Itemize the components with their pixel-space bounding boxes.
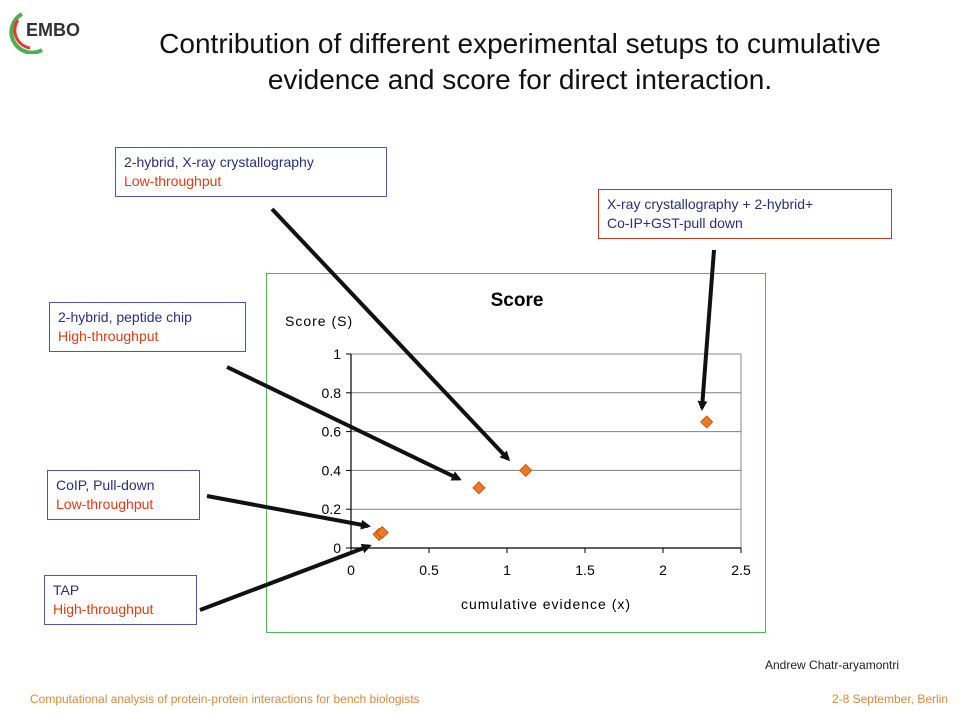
slide-title: Contribution of different experimental s…	[100, 26, 940, 98]
logo-arc-red	[13, 19, 31, 50]
callout-method: X-ray crystallography + 2-hybrid+	[607, 196, 814, 212]
x-tick-label: 2.5	[731, 562, 751, 578]
callout-method: TAP	[53, 582, 80, 598]
arrow-tap	[199, 543, 372, 612]
x-tick-label: 2	[659, 562, 667, 578]
chart-frame: 0 0.2 0.4 0.6 0.8 1 0 0.5 1 1.5 2 2.5 Score Score (…	[266, 273, 766, 633]
callout-method-cont: Co-IP+GST-pull down	[607, 215, 743, 231]
y-tick-label: 0.2	[322, 501, 342, 517]
chart-y-axis-label: Score (S)	[285, 313, 353, 329]
x-tick-label: 0.5	[419, 562, 439, 578]
callout-throughput: Low-throughput	[56, 496, 154, 512]
embo-logo: EMBO	[9, 12, 80, 54]
callout-throughput: High-throughput	[58, 328, 159, 344]
chart-ticks: 0 0.2 0.4 0.6 0.8 1 0 0.5 1 1.5 2 2.5	[322, 346, 751, 578]
arrow-2hybrid-xray	[270, 207, 511, 462]
callout-2hybrid-peptide: 2-hybrid, peptide chip High-throughput	[49, 302, 246, 352]
callout-method: 2-hybrid, peptide chip	[58, 309, 192, 325]
scatter-chart: 0 0.2 0.4 0.6 0.8 1 0 0.5 1 1.5 2 2.5 Score Score (…	[285, 290, 751, 612]
callout-xray-combined: X-ray crystallography + 2-hybrid+ Co-IP+…	[598, 189, 892, 239]
data-point-2	[375, 525, 389, 540]
author-credit: Andrew Chatr-aryamontri	[765, 658, 900, 672]
chart-axes	[346, 353, 742, 553]
data-point-5	[700, 415, 714, 429]
footer-right: 2-8 September, Berlin	[831, 692, 948, 706]
logo-text: EMBO	[26, 20, 80, 40]
arrow-2hybrid-peptide	[226, 365, 462, 481]
y-tick-label: 0	[333, 540, 341, 556]
footer-left: Computational analysis of protein-protei…	[30, 692, 420, 706]
callout-coip-pulldown: CoIP, Pull-down Low-throughput	[47, 470, 200, 520]
x-tick-label: 1.5	[575, 562, 595, 578]
slide-title-line-2: evidence and score for direct interactio…	[267, 64, 773, 95]
callout-throughput: Low-throughput	[124, 173, 222, 189]
x-tick-label: 0	[347, 562, 355, 578]
callout-method: 2-hybrid, X-ray crystallography	[124, 154, 314, 170]
callout-2hybrid-xray: 2-hybrid, X-ray crystallography Low-thro…	[115, 147, 387, 197]
y-tick-label: 0.4	[322, 462, 342, 478]
y-tick-label: 1	[333, 346, 341, 362]
data-point-3	[472, 481, 486, 495]
arrow-xray-combined	[697, 249, 716, 411]
data-point-4	[519, 463, 533, 477]
chart-x-axis-label: cumulative evidence (x)	[461, 596, 631, 612]
logo-arc-green	[9, 12, 43, 54]
chart-marks	[372, 415, 714, 541]
chart-title: Score	[491, 290, 544, 311]
callout-tap: TAP High-throughput	[44, 575, 197, 625]
x-tick-label: 1	[503, 562, 511, 578]
callout-method: CoIP, Pull-down	[56, 477, 155, 493]
slide-title-line-1: Contribution of different experimental s…	[159, 28, 881, 59]
y-tick-label: 0.6	[322, 424, 342, 440]
arrow-coip	[206, 494, 371, 530]
y-tick-label: 0.8	[322, 385, 342, 401]
callout-throughput: High-throughput	[53, 601, 154, 617]
